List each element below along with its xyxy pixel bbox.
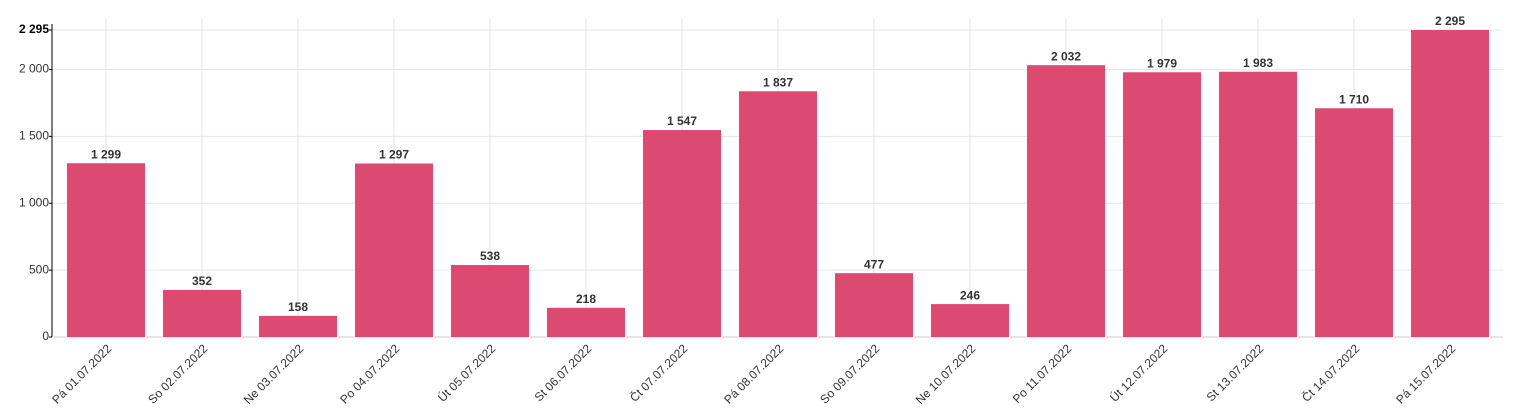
x-tick-label: Čt 14.07.2022 bbox=[1298, 341, 1362, 405]
value-label: 538 bbox=[480, 249, 500, 263]
x-tick-label: So 09.07.2022 bbox=[817, 341, 882, 406]
bar bbox=[259, 315, 337, 337]
bar bbox=[1219, 71, 1297, 337]
x-tick-label: Čt 07.07.2022 bbox=[626, 341, 690, 405]
bar bbox=[1411, 30, 1489, 337]
value-label: 1 710 bbox=[1339, 92, 1369, 106]
bar bbox=[931, 304, 1009, 337]
x-tick-label: Ne 10.07.2022 bbox=[913, 341, 979, 407]
bar bbox=[355, 163, 433, 337]
bar bbox=[1027, 65, 1105, 337]
value-label: 2 032 bbox=[1051, 49, 1081, 63]
y-tick-label: 2 295 bbox=[19, 22, 49, 36]
x-tick-label: Pá 01.07.2022 bbox=[49, 341, 114, 406]
value-label: 1 297 bbox=[379, 148, 409, 162]
x-tick-label: Út 12.07.2022 bbox=[1106, 341, 1170, 405]
value-label: 158 bbox=[288, 300, 308, 314]
x-tick-label: Pá 08.07.2022 bbox=[721, 341, 786, 406]
value-label: 2 295 bbox=[1435, 14, 1465, 28]
bar bbox=[451, 265, 529, 337]
value-label: 218 bbox=[576, 292, 596, 306]
x-tick-label: Pá 15.07.2022 bbox=[1393, 341, 1458, 406]
bar bbox=[1315, 108, 1393, 337]
bar bbox=[1123, 72, 1201, 337]
value-label: 352 bbox=[192, 274, 212, 288]
bar bbox=[739, 91, 817, 337]
bar bbox=[643, 130, 721, 337]
value-label: 1 299 bbox=[91, 147, 121, 161]
value-label: 1 979 bbox=[1147, 56, 1177, 70]
value-label: 477 bbox=[864, 257, 884, 271]
bar bbox=[67, 163, 145, 337]
x-tick-label: Ne 03.07.2022 bbox=[241, 341, 307, 407]
x-tick-label: St 06.07.2022 bbox=[532, 341, 595, 404]
value-label: 1 837 bbox=[763, 75, 793, 89]
y-tick-label: 500 bbox=[29, 262, 49, 276]
y-tick-label: 2 000 bbox=[19, 62, 49, 76]
value-label: 1 983 bbox=[1243, 56, 1273, 70]
y-tick-label: 1 000 bbox=[19, 195, 49, 209]
bar bbox=[163, 289, 241, 337]
x-tick-label: Út 05.07.2022 bbox=[434, 341, 498, 405]
x-tick-label: St 13.07.2022 bbox=[1204, 341, 1267, 404]
value-label: 246 bbox=[960, 288, 980, 302]
x-tick-label: Po 04.07.2022 bbox=[337, 341, 402, 406]
bars bbox=[67, 30, 1489, 337]
bar bbox=[835, 273, 913, 337]
y-tick-label: 0 bbox=[42, 329, 49, 343]
y-tick-label: 1 500 bbox=[19, 129, 49, 143]
x-tick-label: Po 11.07.2022 bbox=[1010, 341, 1075, 406]
x-tick-label: So 02.07.2022 bbox=[145, 341, 210, 406]
value-label: 1 547 bbox=[667, 114, 697, 128]
bar bbox=[547, 307, 625, 337]
